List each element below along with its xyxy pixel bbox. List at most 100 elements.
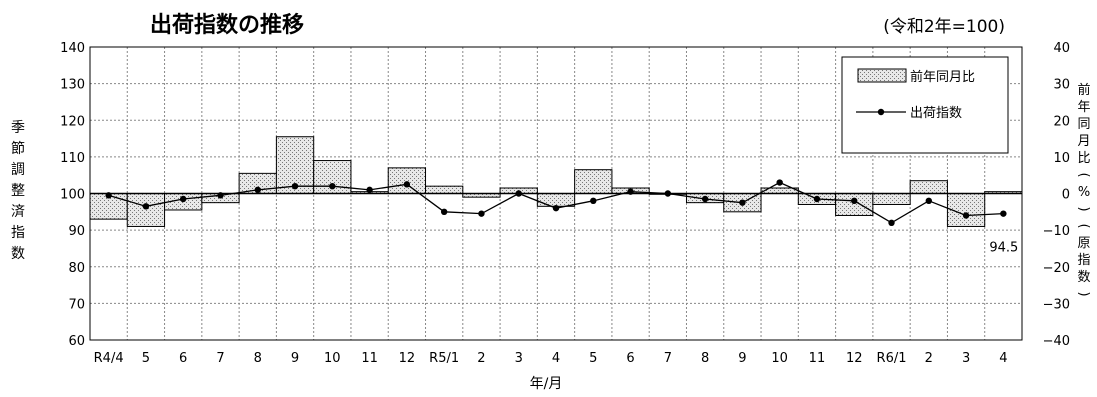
legend-line-marker (877, 108, 885, 116)
xtick-label: 12 (399, 351, 416, 366)
xtick-label: R6/1 (877, 351, 907, 366)
data-point (888, 219, 895, 226)
bar (387, 167, 427, 195)
ytick-label: 90 (68, 224, 85, 239)
y2-axis-label: 前年同月比 (%) (原指数) (1076, 82, 1091, 297)
y2-axis-label-char: % (1078, 185, 1090, 200)
bar (126, 193, 166, 227)
xtick-label: 2 (925, 351, 933, 366)
legend: 前年同月比 出荷指数 (841, 56, 1009, 154)
xtick-label: 2 (477, 351, 485, 366)
xtick-label: 8 (701, 351, 709, 366)
data-point (701, 195, 709, 203)
x-axis-label: 年/月 (530, 376, 563, 392)
y2-axis-label-char: 年 (1077, 100, 1090, 115)
bar (536, 193, 576, 207)
y2tick-labels: −40 −30 −20 −10 0 10 20 30 40 (1043, 41, 1070, 349)
y2tick-label: 30 (1053, 78, 1070, 93)
legend-line-label: 出荷指数 (910, 106, 962, 121)
y2tick-label: 0 (1062, 188, 1070, 203)
xtick-label: 10 (324, 351, 341, 366)
xtick-label: 11 (809, 351, 826, 366)
data-point (180, 195, 187, 203)
xtick-label: 9 (738, 351, 746, 366)
y-axis-label-char: 節 (11, 140, 25, 157)
y2tick-label: 10 (1053, 151, 1070, 166)
data-point (813, 195, 821, 203)
xtick-label: 5 (142, 351, 150, 366)
y2tick-label: 20 (1053, 114, 1070, 129)
xtick-label: 7 (664, 351, 672, 366)
xtick-label: 11 (361, 351, 378, 366)
annotations: 94.5 (989, 241, 1018, 256)
xtick-label: 4 (552, 351, 560, 366)
data-point (478, 210, 485, 217)
xtick-label: 6 (626, 351, 634, 366)
y2tick-label: −40 (1043, 334, 1070, 349)
y2-axis-label-char: 指 (1077, 253, 1090, 268)
xtick-label: 7 (216, 351, 224, 366)
y2tick-label: −10 (1043, 224, 1070, 239)
xtick-label: 4 (999, 351, 1007, 366)
data-label: 94.5 (989, 241, 1018, 256)
xtick-label: 6 (179, 351, 187, 366)
ytick-label: 130 (60, 78, 85, 93)
legend-bar-label: 前年同月比 (910, 69, 975, 85)
ytick-labels: 60 70 80 90 100 110 120 130 140 (60, 41, 85, 349)
data-point (366, 186, 373, 194)
y2-axis-label-char: ( (1076, 223, 1091, 228)
y2-axis-label-char: 比 (1077, 151, 1090, 166)
y-axis-label-char: 調 (11, 162, 25, 178)
data-point (776, 179, 783, 186)
chart-title: 出荷指数の推移 (150, 12, 304, 38)
plot-frame (89, 46, 1023, 341)
y-axis-label-char: 指 (11, 225, 25, 241)
data-point (142, 203, 150, 210)
data-point (552, 204, 560, 212)
ytick-label: 140 (60, 41, 85, 56)
bar (835, 193, 874, 216)
y2tick-label: −20 (1043, 261, 1070, 276)
y-axis-label-char: 整 (11, 183, 25, 199)
xtick-label: 3 (962, 351, 970, 366)
data-point (851, 197, 858, 205)
xtick-label: 9 (291, 351, 299, 366)
y2-axis-label-char: 原 (1077, 236, 1090, 251)
xtick-label: R4/4 (94, 351, 124, 366)
ytick-label: 80 (68, 261, 85, 276)
data-point (440, 208, 448, 216)
y2-axis-label-char: 数 (1077, 270, 1090, 285)
data-point (291, 182, 299, 190)
y2-axis-label-char: 月 (1077, 134, 1090, 149)
ytick-label: 110 (60, 151, 85, 166)
xtick-label: 8 (254, 351, 262, 366)
y-axis-label-char: 済 (11, 204, 25, 220)
xtick-label: 10 (771, 351, 788, 366)
bar (574, 169, 613, 195)
data-point (217, 192, 224, 199)
y2tick-label: 40 (1053, 41, 1070, 56)
bar (909, 180, 948, 194)
ytick-label: 70 (68, 297, 85, 312)
y2-axis-label-char: 同 (1077, 117, 1090, 132)
legend-bar-swatch (857, 68, 907, 83)
data-point (329, 182, 336, 190)
data-point (627, 188, 634, 195)
ytick-label: 120 (60, 114, 85, 129)
ytick-label: 100 (60, 188, 85, 203)
xtick-label: 12 (846, 351, 863, 366)
data-point (105, 192, 112, 199)
y2-axis-label-char: ) (1076, 291, 1091, 296)
xtick-label: R5/1 (429, 351, 459, 366)
xtick-labels: R4/4 5 6 7 8 9 10 11 12 R5/1 2 3 4 5 6 7 8 9 10 11 12 R6/1 2 3 4 (94, 351, 1008, 366)
data-point (925, 197, 932, 205)
chart-subtitle: (令和2年=100) (883, 17, 1005, 37)
bar (425, 185, 464, 195)
data-point (254, 186, 261, 194)
y2-axis-label-char: 前 (1077, 82, 1090, 98)
xtick-label: 5 (589, 351, 597, 366)
y-axis-label-char: 数 (11, 246, 25, 262)
y2-axis-label-char: ( (1076, 172, 1091, 177)
